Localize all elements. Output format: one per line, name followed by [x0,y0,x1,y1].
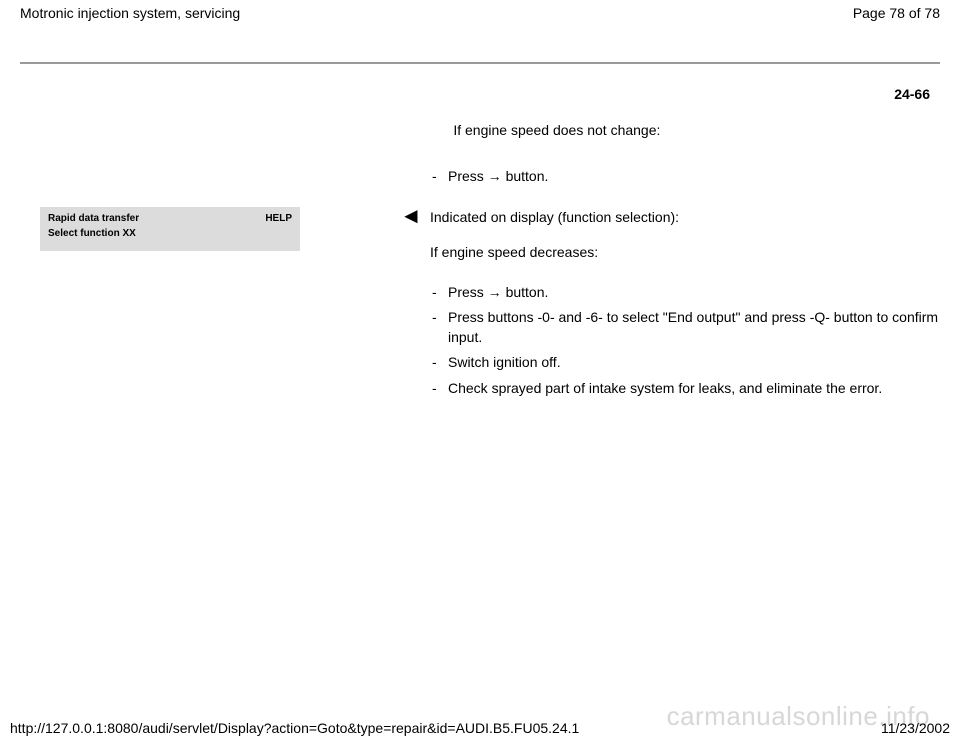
display-row-2: Select function XX [48,226,292,241]
list-item: Press buttons -0- and -6- to select "End… [430,308,940,347]
doc-title: Motronic injection system, servicing [20,5,240,21]
pointer-arrow: ◄ [400,207,430,405]
list-item: Press → button. [430,283,940,303]
page-indicator: Page 78 of 78 [853,5,940,21]
list-item: Switch ignition off. [430,353,940,373]
display-row-1: Rapid data transfer HELP [48,211,292,226]
list-item: Press → button. [430,167,940,187]
list-text: Press buttons -0- and -6- to select "End… [448,309,938,345]
content-area: If engine speed does not change: Press →… [20,120,940,405]
list-text: Check sprayed part of intake system for … [448,380,882,396]
page-container: Motronic injection system, servicing Pag… [0,0,960,742]
print-header: Motronic injection system, servicing Pag… [0,0,960,26]
row-2: Rapid data transfer HELP Select function… [20,207,940,405]
col-left-empty [20,120,400,193]
row-1: If engine speed does not change: Press →… [20,120,940,193]
display-box: Rapid data transfer HELP Select function… [40,207,300,251]
display-line1-right: HELP [265,213,292,224]
divider [20,62,940,64]
footer-url: http://127.0.0.1:8080/audi/servlet/Displ… [10,720,579,736]
list-text: Press → button. [448,284,548,300]
col-right-2: Indicated on display (function selection… [430,207,940,405]
list-text: Switch ignition off. [448,354,561,370]
col-left-box: Rapid data transfer HELP Select function… [20,207,400,405]
display-line2-left: Select function XX [48,228,136,239]
footer-date: 11/23/2002 [881,720,950,736]
section-number: 24-66 [894,86,930,102]
col-arrow-empty [400,120,430,193]
block2-list: Press → button. Press buttons -0- and -6… [430,283,940,399]
block2-line1: Indicated on display (function selection… [430,207,940,228]
list-item: Check sprayed part of intake system for … [430,379,940,399]
triangle-left-icon: ◄ [400,203,422,228]
col-right-1: If engine speed does not change: Press →… [430,120,940,193]
display-line1-left: Rapid data transfer [48,213,139,224]
block2-line2: If engine speed decreases: [430,242,940,263]
list-text: Press → button. [448,168,548,184]
block1-intro: If engine speed does not change: [430,120,940,141]
block1-list: Press → button. [430,167,940,187]
